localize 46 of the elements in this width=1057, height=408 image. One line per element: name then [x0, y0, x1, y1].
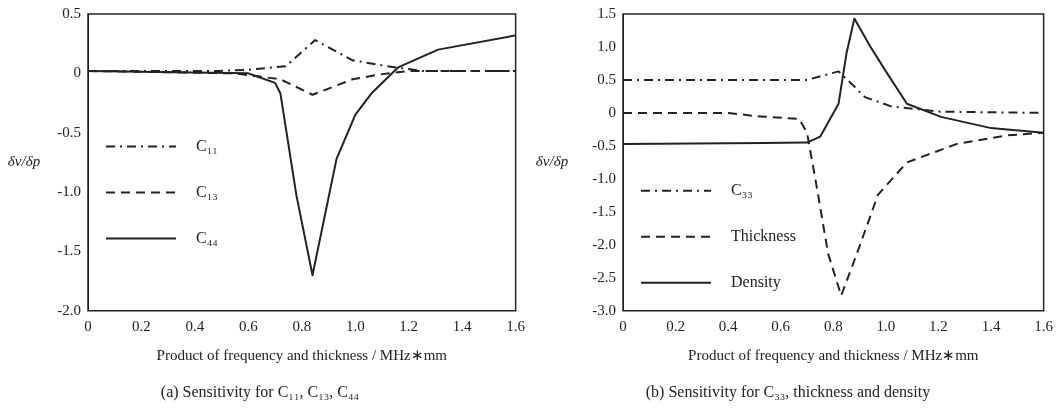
- y-tick-label: -1.5: [592, 202, 616, 219]
- x-tick-label: 0.8: [292, 317, 312, 334]
- legend-label: C₁₃: [196, 182, 218, 200]
- x-tick-label: 1.6: [1034, 317, 1054, 334]
- y-tick-label: -1.5: [57, 242, 81, 259]
- x-tick-label: 1.2: [929, 317, 948, 334]
- y-axis-title: δv/δp: [7, 153, 41, 170]
- y-tick-label: -3.0: [592, 301, 616, 318]
- y-tick-label: 0: [73, 64, 81, 81]
- legend-label: C₁₁: [196, 136, 218, 154]
- y-tick-label: -2.0: [57, 301, 81, 318]
- y-tick-label: 0.5: [597, 70, 616, 87]
- x-tick-label: 0.2: [666, 317, 685, 334]
- x-tick-label: 0.2: [132, 317, 151, 334]
- x-tick-label: 1.4: [981, 317, 1001, 334]
- y-tick-label: 0.5: [62, 4, 81, 21]
- y-tick-label: 0: [608, 103, 616, 120]
- x-tick-label: 0: [84, 317, 92, 334]
- x-tick-label: 0.4: [185, 317, 205, 334]
- legend-label: Thickness: [731, 227, 796, 244]
- y-tick-label: -2.0: [592, 235, 616, 252]
- y-tick-label: -0.5: [57, 123, 81, 140]
- legend-label: C₃₃: [731, 181, 753, 198]
- x-tick-label: 0: [619, 317, 627, 334]
- x-tick-label: 1.0: [876, 317, 896, 334]
- legend-label: C₄₄: [196, 228, 219, 246]
- y-tick-label: -0.5: [592, 136, 616, 153]
- y-tick-label: 1.5: [597, 4, 616, 21]
- legend-label: Density: [731, 273, 781, 291]
- x-tick-label: 1.4: [452, 317, 473, 334]
- x-tick-label: 0.8: [823, 317, 843, 334]
- x-tick-label: 0.4: [718, 317, 739, 334]
- y-axis-title: δv/δp: [535, 153, 569, 170]
- text: (b) Sensitivity for C₃₃, thickness and density: [645, 382, 931, 401]
- y-tick-label: -1.0: [592, 169, 616, 186]
- y-tick-label: -2.5: [592, 268, 616, 285]
- text: (a) Sensitivity for C₁₁, C₁₃, C₄₄: [160, 382, 360, 401]
- y-tick-label: -1.0: [57, 183, 81, 200]
- y-tick-label: 1.0: [597, 37, 616, 54]
- x-axis-title: Product of frequency and thickness / MHz∗mm: [688, 346, 979, 363]
- x-tick-label: 1.0: [345, 317, 365, 334]
- x-tick-label: 0.6: [771, 317, 791, 334]
- x-axis-title: Product of frequency and thickness / MHz∗mm: [156, 346, 448, 363]
- x-tick-label: 1.2: [399, 317, 419, 334]
- x-tick-label: 1.6: [506, 317, 526, 334]
- x-tick-label: 0.6: [238, 317, 259, 334]
